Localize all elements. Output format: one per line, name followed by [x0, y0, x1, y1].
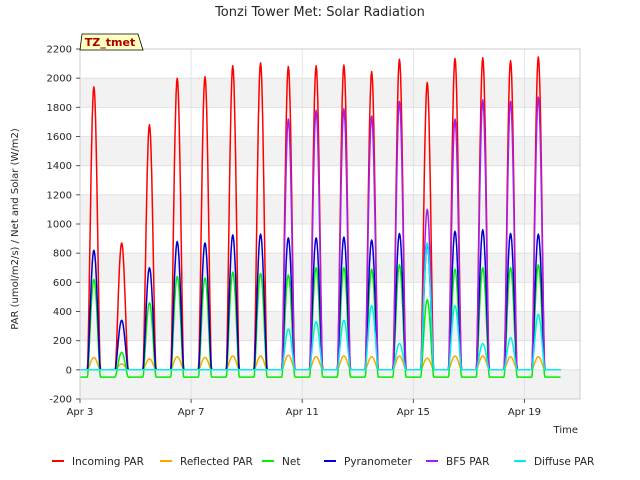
legend-label: Diffuse PAR — [534, 456, 594, 468]
legend: Incoming PAR Reflected PAR Net Pyranometer B… — [52, 456, 594, 468]
x-tick-label: Apr 11 — [286, 407, 319, 418]
legend-label: Pyranometer — [344, 456, 413, 468]
x-tick-label: Apr 7 — [178, 407, 205, 418]
legend-label: Net — [282, 456, 300, 468]
x-tick-label: Apr 15 — [397, 407, 430, 418]
site-badge: TZ_tmet — [79, 33, 144, 51]
y-tick-label: 1000 — [47, 220, 72, 231]
series-layer — [79, 56, 561, 378]
band — [80, 369, 580, 399]
x-tick-label: Apr 3 — [67, 407, 94, 418]
site-badge-label: TZ_tmet — [85, 36, 135, 49]
y-tick-label: 1600 — [47, 132, 72, 143]
legend-label: Incoming PAR — [72, 456, 144, 468]
y-tick-label: 1800 — [47, 103, 72, 114]
band — [80, 194, 580, 224]
x-tick-label: Apr 19 — [508, 407, 541, 418]
legend-label: BF5 PAR — [446, 456, 489, 468]
x-axis-label: Time — [553, 425, 578, 436]
y-tick-label: 200 — [53, 336, 72, 347]
series-line-diffuse-par — [79, 242, 561, 371]
background-bands — [80, 78, 580, 399]
y-tick-label: 800 — [53, 249, 72, 260]
y-tick-label: 1200 — [47, 190, 72, 201]
y-tick-label: 400 — [53, 307, 72, 318]
x-axis: Apr 3 Apr 7 Apr 11 Apr 15 Apr 19 — [67, 399, 541, 418]
band — [80, 136, 580, 166]
legend-label: Reflected PAR — [180, 456, 253, 468]
y-tick-label: 2000 — [47, 74, 72, 85]
site-badge-shape — [79, 33, 144, 51]
y-axis: -200 0 200 400 600 800 1000 1200 1400 1600 1800 200… — [47, 45, 80, 406]
band — [80, 78, 580, 108]
y-tick-label: 0 — [66, 365, 72, 376]
chart-title: Tonzi Tower Met: Solar Radiation — [214, 5, 425, 20]
band — [80, 311, 580, 341]
y-axis-label: PAR (umol/m2/s) / Net and Solar (W/m2) — [10, 128, 21, 330]
y-tick-label: -200 — [49, 395, 72, 406]
y-tick-label: 1400 — [47, 161, 72, 172]
band — [80, 253, 580, 283]
y-tick-label: 2200 — [47, 45, 72, 56]
y-tick-label: 600 — [53, 278, 72, 289]
